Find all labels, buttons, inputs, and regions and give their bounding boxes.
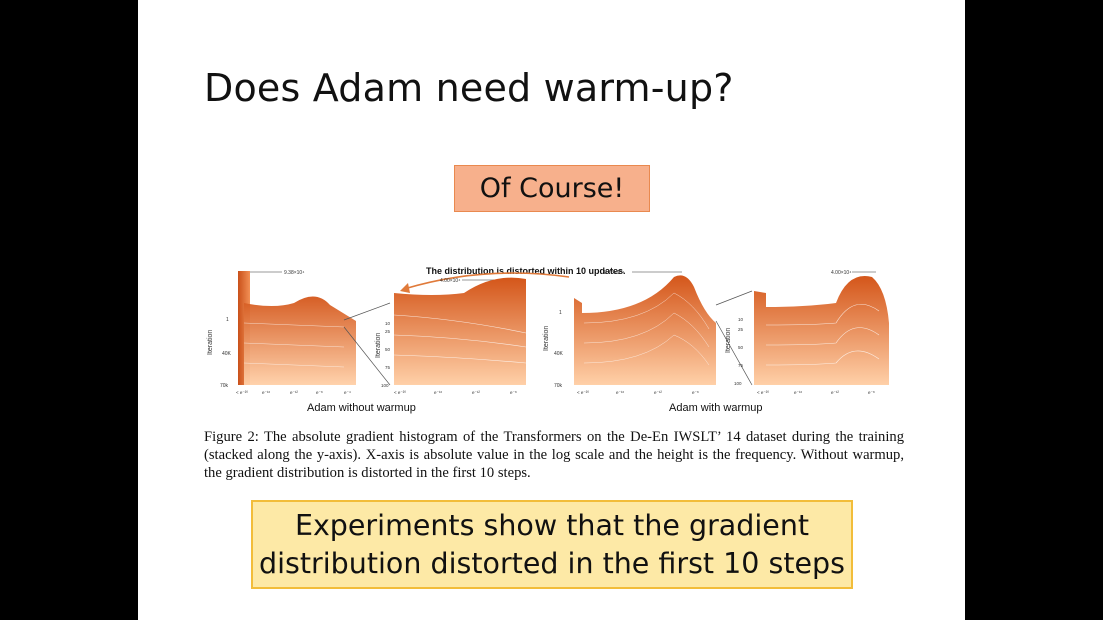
histogram-figure: The distribution is distorted within 10 … xyxy=(204,263,889,421)
right-zoom-area xyxy=(754,276,889,385)
left-zoom-y-tick: 100 xyxy=(381,383,389,388)
left-main-y-label: Iteration xyxy=(207,330,214,355)
left-main-x-tick: e⁻⁸ xyxy=(316,390,323,395)
callout-box: Of Course! xyxy=(454,165,650,212)
right-main-x-tick: < e⁻²⁰ xyxy=(577,390,589,395)
left-zoom-x-tick: < e⁻²⁰ xyxy=(394,390,406,395)
left-main-plot: 9.38×10⁴ Iteration 1 40K 70k < e⁻²⁰ e⁻¹⁶… xyxy=(207,270,356,395)
left-main-x-tick: e⁻¹⁶ xyxy=(262,390,270,395)
right-zoom-x-tick: e⁻¹² xyxy=(831,390,839,395)
left-main-x-tick: < e⁻²⁰ xyxy=(236,390,248,395)
left-zoom-y-label: Iteration xyxy=(375,333,382,358)
left-main-x-tick: e⁻¹² xyxy=(290,390,298,395)
right-main-y-tick: 1 xyxy=(559,310,562,316)
right-zoom-plot: 4.00×10⁴ Iteration 10 25 50 75 100 < e⁻²… xyxy=(725,270,889,395)
conclusion-line: Experiments show that the gradient xyxy=(294,508,810,542)
right-main-y-tick: 40K xyxy=(554,351,564,357)
figure-annotation: The distribution is distorted within 10 … xyxy=(426,266,626,276)
figure-caption: Figure 2: The absolute gradient histogra… xyxy=(204,429,904,481)
right-zoom-y-tick: 25 xyxy=(738,327,744,332)
right-main-area xyxy=(574,275,716,385)
right-zoom-y-tick: 50 xyxy=(738,345,744,350)
right-zoom-x-tick: < e⁻²⁰ xyxy=(757,390,769,395)
left-zoom-y-tick: 50 xyxy=(385,347,391,352)
left-main-peak-label: 9.38×10⁴ xyxy=(284,270,304,276)
right-panel-xlabel: Adam with warmup xyxy=(669,402,763,414)
right-main-plot: 6.76×10⁴ Iteration 1 40K 70k < e⁻²⁰ e⁻¹⁶… xyxy=(543,270,716,395)
left-main-y-tick: 1 xyxy=(226,317,229,323)
left-zoom-x-tick: e⁻¹² xyxy=(472,390,480,395)
right-main-x-tick: e⁻⁸ xyxy=(692,390,699,395)
left-zoom-plot: 4.00×10⁴ Iteration 10 25 50 75 100 < e⁻²… xyxy=(375,277,527,395)
conclusion-box: Experiments show that the gradient distr… xyxy=(251,500,853,589)
left-zoom-y-tick: 75 xyxy=(385,365,391,370)
left-zoom-y-tick: 10 xyxy=(385,321,391,326)
left-panel-xlabel: Adam without warmup xyxy=(307,402,416,414)
right-zoom-y-tick: 75 xyxy=(738,363,744,368)
right-zoom-x-tick: e⁻⁸ xyxy=(868,390,875,395)
annotation-arrowhead-icon xyxy=(400,283,410,293)
right-main-x-tick: e⁻¹⁶ xyxy=(616,390,624,395)
right-zoom-peak-label: 4.00×10⁴ xyxy=(831,270,851,276)
slide: Does Adam need warm-up? Of Course! The d… xyxy=(138,0,965,620)
left-main-area xyxy=(244,296,356,385)
left-zoom-area xyxy=(394,277,526,385)
left-zoom-peak-label: 4.00×10⁴ xyxy=(440,278,460,284)
right-main-y-label: Iteration xyxy=(543,326,550,351)
right-main-x-tick: e⁻¹² xyxy=(654,390,662,395)
left-main-x-tick: e⁻⁴ xyxy=(344,390,351,395)
right-zoom-y-tick: 10 xyxy=(738,317,744,322)
right-zoom-y-label: Iteration xyxy=(725,328,732,353)
annotation-arrow xyxy=(403,272,570,290)
histogram-svg: The distribution is distorted within 10 … xyxy=(207,266,889,414)
left-zoom-x-tick: e⁻¹⁶ xyxy=(434,390,442,395)
left-zoom-y-tick: 25 xyxy=(385,329,391,334)
left-main-y-tick: 70k xyxy=(220,383,229,389)
right-main-y-tick: 70k xyxy=(554,383,563,389)
right-zoom-y-tick: 100 xyxy=(734,381,742,386)
left-zoom-x-tick: e⁻⁸ xyxy=(510,390,517,395)
right-zoom-x-tick: e⁻¹⁶ xyxy=(794,390,802,395)
slide-title: Does Adam need warm-up? xyxy=(204,66,734,110)
conclusion-line: distribution distorted in the first 10 s… xyxy=(259,546,845,580)
right-main-peak-label: 6.76×10⁴ xyxy=(604,270,624,276)
callout-text: Of Course! xyxy=(479,173,625,204)
left-main-y-tick: 40K xyxy=(222,351,232,357)
